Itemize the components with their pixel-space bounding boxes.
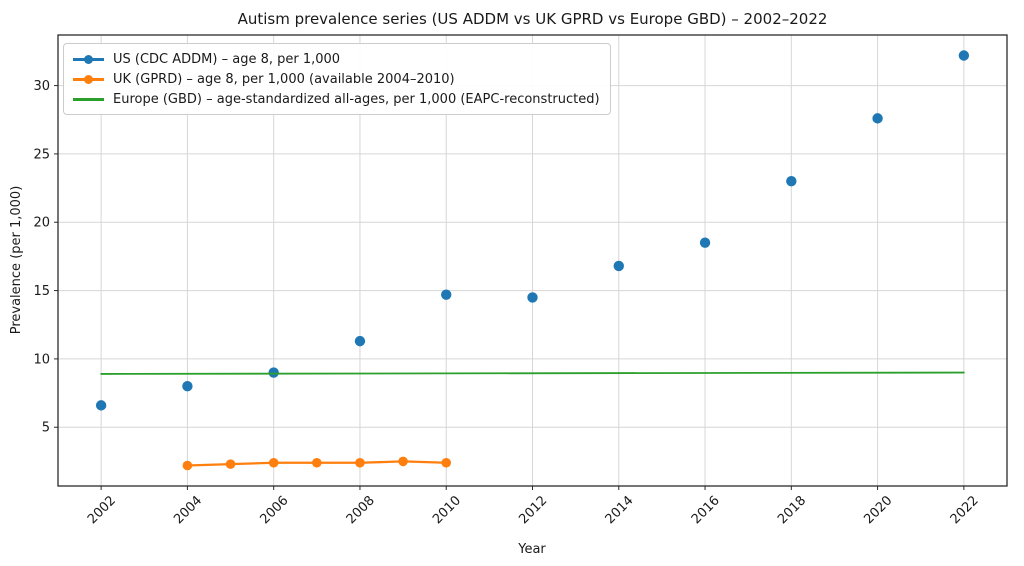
uk-gprd-data-point (355, 457, 365, 468)
uk-gprd-data-point (182, 460, 193, 471)
us-addm-data-point (268, 367, 279, 378)
europe-series-swatch (73, 93, 104, 105)
uk-gprd-series (182, 456, 452, 471)
y-tick-label: 15 (33, 284, 50, 299)
uk-series-swatch (73, 73, 104, 85)
uk-swatch-marker-icon (84, 74, 93, 84)
gridlines (58, 35, 1007, 486)
us-addm-data-point (182, 381, 193, 392)
legend-label-europe: Europe (GBD) – age-standardized all-ages… (113, 91, 600, 107)
axis-ticks: 2002 2004 2006 2008 2010 2012 2014 2016 2018 2020… (33, 79, 981, 527)
us-addm-series (95, 50, 970, 411)
data-series (95, 50, 970, 471)
uk-gprd-data-point (312, 457, 322, 468)
us-addm-data-point (441, 289, 452, 300)
x-tick-label: 2022 (948, 493, 982, 527)
y-tick-label: 25 (33, 147, 50, 162)
x-axis-label: Year (517, 542, 546, 557)
uk-gprd-data-point (225, 459, 236, 469)
us-addm-data-point (613, 260, 624, 272)
x-tick-label: 2010 (430, 493, 464, 527)
uk-gprd-data-point (398, 456, 408, 467)
y-tick-label: 20 (33, 216, 50, 231)
x-tick-label: 2018 (775, 493, 809, 527)
europe-gbd-series (100, 371, 965, 375)
y-axis-label: Prevalence (per 1,000) (9, 186, 24, 335)
x-tick-label: 2014 (603, 493, 637, 527)
chart-title: Autism prevalence series (US ADDM vs UK … (237, 10, 828, 28)
europe-swatch-line-icon (73, 98, 104, 101)
legend-item-uk: UK (GPRD) – age 8, per 1,000 (available … (73, 69, 600, 89)
us-addm-data-point (958, 50, 970, 61)
legend-item-europe: Europe (GBD) – age-standardized all-ages… (73, 89, 600, 109)
us-addm-data-point (354, 335, 366, 347)
x-tick-label: 2020 (861, 493, 895, 527)
y-tick-label: 30 (33, 79, 50, 94)
x-tick-label: 2012 (516, 493, 550, 527)
x-tick-label: 2002 (85, 493, 119, 527)
us-addm-data-point (699, 237, 711, 248)
us-addm-data-point (95, 400, 107, 411)
y-tick-label: 10 (33, 352, 50, 367)
us-addm-data-point (527, 292, 538, 303)
x-tick-label: 2004 (171, 493, 205, 527)
europe-gbd-line (100, 371, 965, 375)
us-addm-data-point (786, 176, 797, 187)
x-tick-label: 2006 (258, 493, 292, 527)
us-addm-data-point (872, 113, 883, 124)
x-tick-label: 2008 (344, 493, 378, 527)
uk-gprd-data-point (268, 457, 279, 468)
legend-item-us: US (CDC ADDM) – age 8, per 1,000 (73, 49, 600, 69)
legend: US (CDC ADDM) – age 8, per 1,000 UK (GPR… (63, 43, 611, 115)
legend-label-uk: UK (GPRD) – age 8, per 1,000 (available … (113, 71, 455, 87)
us-swatch-marker-icon (84, 54, 93, 64)
us-series-swatch (73, 53, 104, 65)
uk-gprd-data-point (441, 457, 452, 468)
legend-label-us: US (CDC ADDM) – age 8, per 1,000 (113, 51, 341, 67)
y-tick-label: 5 (42, 421, 50, 436)
x-tick-label: 2016 (689, 493, 723, 527)
